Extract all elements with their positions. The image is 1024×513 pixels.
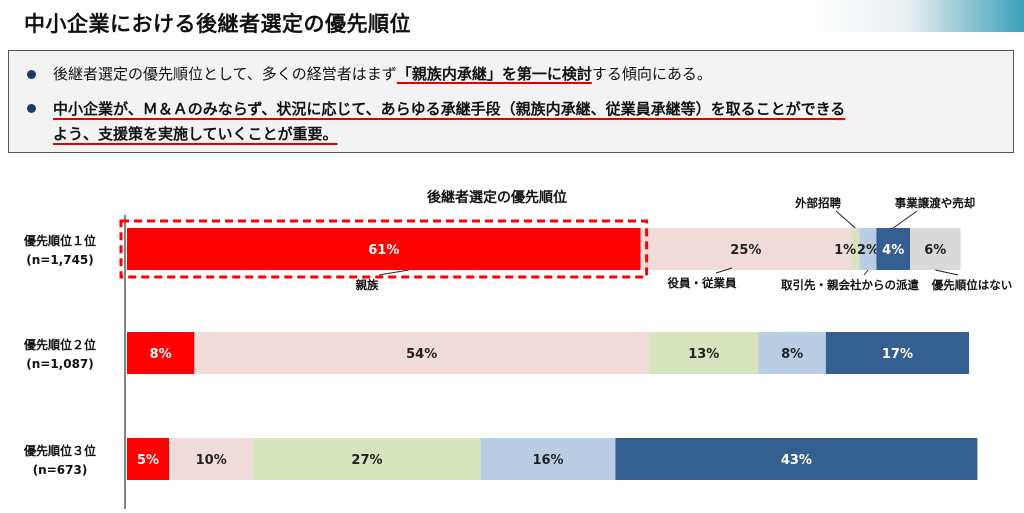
category-label: 優先順位２位 — [23, 337, 96, 352]
data-label: 8% — [150, 347, 172, 362]
bar-segment — [253, 438, 481, 480]
callout-label: 親族 — [356, 278, 379, 292]
data-label: 43% — [781, 453, 812, 468]
data-label: 25% — [730, 243, 761, 258]
category-n-label: (n=1,745) — [26, 253, 94, 267]
callout-label: 取引先・親会社からの派遣 — [781, 278, 919, 292]
bar-segment — [649, 332, 759, 374]
data-label: 8% — [781, 347, 803, 362]
data-label: 61% — [368, 243, 399, 258]
category-label: 優先順位３位 — [23, 443, 96, 458]
bullet-2-line-1: 中小企業が、Ｍ＆Ａのみならず、状況に応じて、あらゆる承継手段（親族内承継、従業員… — [53, 100, 846, 118]
bar-segment — [127, 438, 170, 480]
data-label: 1% — [834, 243, 856, 258]
bullet-1-emphasis: 「親族内承継」を第一に検討 — [396, 65, 592, 83]
bullet-2-line-2: よう、支援策を実施していくことが重要。 — [53, 125, 338, 143]
chart-area: 後継者選定の優先順位 61% 25% 1% 2% 4% 6% 8% 54% 13% 8% 17% 5%… — [0, 160, 1024, 509]
callout-label: 役員・従業員 — [668, 276, 737, 290]
bar-segment — [876, 228, 911, 270]
chart-title: 後継者選定の優先順位 — [427, 189, 567, 206]
bar-segment — [615, 438, 978, 480]
data-label: 16% — [532, 453, 563, 468]
data-label: 5% — [137, 453, 159, 468]
category-n-label: (n=673) — [33, 463, 88, 477]
callout-label: 優先順位はない — [931, 278, 1013, 292]
bar-segment — [194, 332, 650, 374]
summary-box: 後継者選定の優先順位として、多くの経営者はまず「親族内承継」を第一に検討する傾向… — [8, 50, 1014, 153]
callout-line — [935, 269, 959, 276]
data-label: 4% — [882, 243, 904, 258]
data-label: 17% — [882, 347, 913, 362]
bullet-1-post: する傾向にある。 — [591, 65, 712, 83]
stacked-bar-chart: 後継者選定の優先順位 61% 25% 1% 2% 4% 6% 8% 54% 13% 8% 17% 5%… — [23, 189, 1013, 509]
bullet-1-text: 後継者選定の優先順位として、多くの経営者はまず「親族内承継」を第一に検討する傾向… — [53, 63, 993, 84]
bar-segment — [859, 228, 877, 270]
bars-group: 61% 25% 1% 2% 4% 6% 8% 54% 13% 8% 17% 5% 10% 27% 16% 43… — [127, 228, 978, 480]
bullet-1: 後継者選定の優先順位として、多くの経営者はまず「親族内承継」を第一に検討する傾向… — [27, 63, 993, 84]
callout-line — [835, 210, 856, 229]
data-label: 2% — [857, 243, 879, 258]
callout-line — [863, 269, 869, 276]
bar-segment — [127, 332, 195, 374]
bar-segment — [127, 228, 641, 270]
callout-label: 外部招聘 — [794, 196, 841, 210]
bullet-1-pre: 後継者選定の優先順位として、多くの経営者はまず — [53, 65, 397, 83]
bullet-dot-icon — [27, 104, 36, 113]
category-n-label: (n=1,087) — [26, 357, 94, 371]
bar-segment — [169, 438, 254, 480]
data-label: 27% — [351, 453, 382, 468]
callout-label: 事業譲渡や売却 — [895, 196, 976, 210]
callout-line — [715, 267, 733, 274]
bullet-2-text: 中小企業が、Ｍ＆Ａのみならず、状況に応じて、あらゆる承継手段（親族内承継、従業員… — [53, 97, 993, 147]
data-label: 54% — [406, 347, 437, 362]
category-label: 優先順位１位 — [23, 233, 96, 248]
bar-segment — [758, 332, 826, 374]
callout-line — [378, 269, 410, 276]
page-title: 中小企業における後継者選定の優先順位 — [24, 12, 411, 36]
bullet-2: 中小企業が、Ｍ＆Ａのみならず、状況に応じて、あらゆる承継手段（親族内承継、従業員… — [27, 97, 993, 147]
bar-segment — [910, 228, 961, 270]
bar-segment — [851, 228, 860, 270]
header-decoration — [815, 0, 1024, 32]
data-label: 13% — [688, 347, 719, 362]
data-label: 10% — [196, 453, 227, 468]
callout-line — [892, 210, 918, 229]
bar-segment — [480, 438, 616, 480]
bullet-dot-icon — [27, 70, 36, 79]
bar-segment — [640, 228, 852, 270]
bar-segment — [825, 332, 969, 374]
data-label: 6% — [924, 243, 946, 258]
highlight-box — [119, 219, 649, 279]
category-labels: 優先順位１位 (n=1,745) 優先順位２位 (n=1,087) 優先順位３位 (n=6… — [23, 233, 96, 477]
